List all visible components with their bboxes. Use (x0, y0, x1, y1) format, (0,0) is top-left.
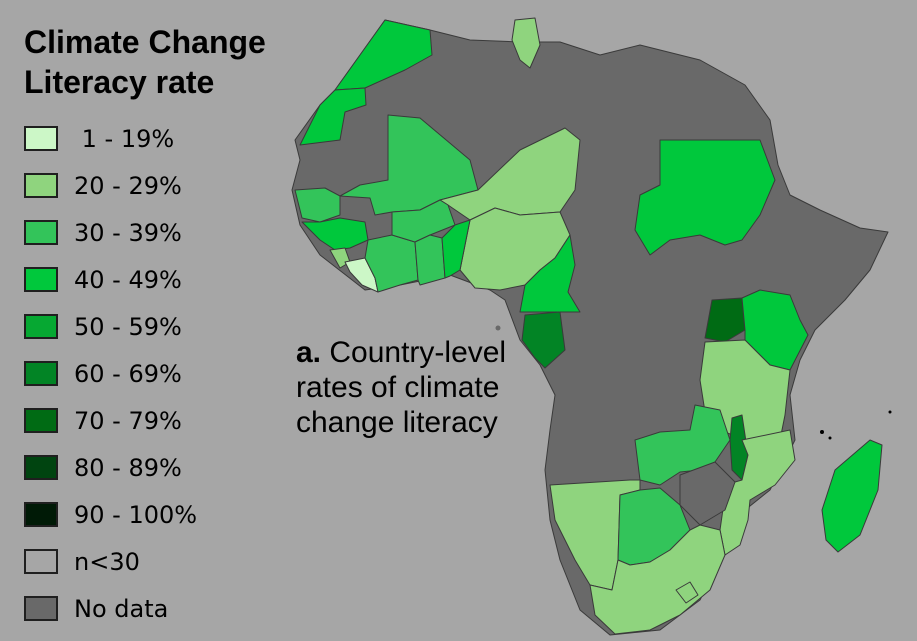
country-mozambique (719, 429, 796, 556)
legend-item: No data (24, 585, 197, 632)
caption-text: Country-level rates of climate change li… (296, 336, 507, 439)
country-western-sahara (299, 87, 367, 146)
legend-title-line1: Climate Change (24, 24, 266, 60)
map-caption: a. Country-level rates of climate change… (296, 335, 556, 440)
legend-label: 30 - 39% (74, 218, 182, 247)
country-gabon (521, 311, 566, 369)
legend-swatch (24, 361, 58, 386)
legend-label: 1 - 19% (74, 124, 175, 153)
legend-label: 80 - 89% (74, 453, 182, 482)
caption-letter: a. (296, 336, 322, 369)
legend-label: 60 - 69% (74, 359, 182, 388)
legend-item: 60 - 69% (24, 350, 197, 397)
legend-item: 1 - 19% (24, 115, 197, 162)
legend-swatch (24, 549, 58, 574)
island-comoros (820, 430, 824, 434)
legend-item: 90 - 100% (24, 491, 197, 538)
legend-swatch (24, 455, 58, 480)
legend-swatch (24, 596, 58, 621)
country-senegal (294, 187, 341, 223)
legend-swatch (24, 408, 58, 433)
island-sao-tome (495, 325, 501, 331)
legend-swatch (24, 126, 58, 151)
country-south-africa (589, 524, 726, 635)
island-seychelles (888, 410, 892, 414)
legend-item: n<30 (24, 538, 197, 585)
legend-label: 70 - 79% (74, 406, 182, 435)
legend-label: 50 - 59% (74, 312, 182, 341)
legend-item: 50 - 59% (24, 303, 197, 350)
country-kenya (741, 289, 809, 371)
legend-title: Climate Change Literacy rate (24, 22, 266, 102)
legend-title-line2: Literacy rate (24, 64, 215, 100)
country-togo-benin (441, 219, 471, 279)
legend-item: 40 - 49% (24, 256, 197, 303)
country-morocco (334, 19, 433, 91)
country-cameroon (519, 234, 581, 313)
island-comoros-2 (828, 436, 832, 440)
country-madagascar (821, 439, 883, 553)
legend-item: 20 - 29% (24, 162, 197, 209)
legend-item: 70 - 79% (24, 397, 197, 444)
legend-label: 20 - 29% (74, 171, 182, 200)
country-sudan (634, 139, 776, 256)
legend-swatch (24, 314, 58, 339)
country-tunisia (511, 17, 541, 69)
country-uganda (704, 297, 746, 343)
legend-label: No data (74, 594, 169, 623)
legend-swatch (24, 267, 58, 292)
legend-label: 90 - 100% (74, 500, 198, 529)
country-ghana (414, 234, 446, 286)
legend: 1 - 19% 20 - 29% 30 - 39% 40 - 49% 50 - … (24, 115, 197, 632)
legend-swatch (24, 220, 58, 245)
legend-swatch (24, 173, 58, 198)
legend-label: n<30 (74, 547, 140, 576)
legend-swatch (24, 502, 58, 527)
legend-label: 40 - 49% (74, 265, 182, 294)
legend-item: 30 - 39% (24, 209, 197, 256)
legend-item: 80 - 89% (24, 444, 197, 491)
country-lesotho (675, 581, 699, 604)
